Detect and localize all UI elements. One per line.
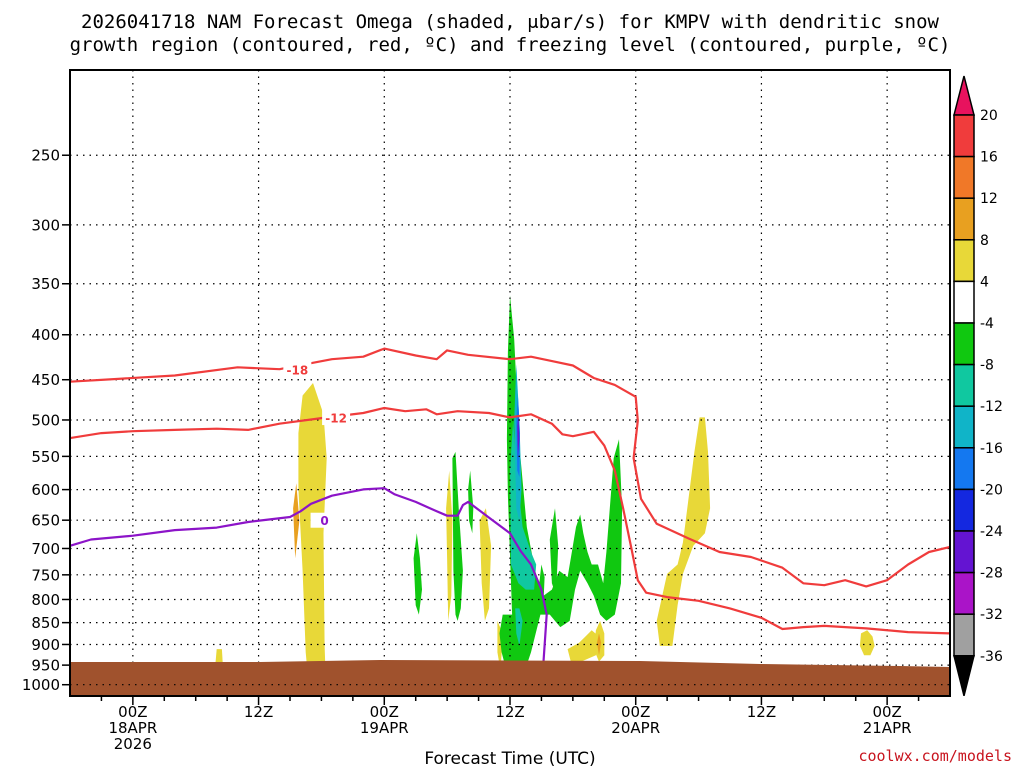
colorbar-label: 12 [980, 191, 998, 207]
colorbar-label: -24 [980, 524, 1003, 540]
y-tick-label-550: 550 [31, 448, 60, 466]
omega-region-19 [515, 608, 523, 646]
x-tick-label-line1: 00Z [370, 703, 399, 721]
x-tick-label-line1: 00Z [872, 703, 901, 721]
y-tick-label-450: 450 [31, 371, 60, 389]
colorbar-swatch [953, 613, 975, 657]
omega-region-17 [549, 508, 559, 596]
x-tick-label-line1: 00Z [621, 703, 650, 721]
colorbar-label: -4 [980, 316, 994, 332]
colorbar-swatch [953, 155, 975, 199]
colorbar-label: 8 [980, 233, 989, 249]
terrain-ground [70, 660, 950, 696]
colorbar-label: 4 [980, 274, 989, 290]
y-tick-label-400: 400 [31, 326, 60, 344]
y-tick-label-900: 900 [31, 636, 60, 654]
y-tick-label-800: 800 [31, 591, 60, 609]
contour-label-2: 0 [320, 514, 328, 528]
colorbar-swatch [953, 239, 975, 283]
contour-line-0 [70, 347, 950, 588]
colorbar-label: 16 [980, 150, 998, 166]
contour-label-bg [322, 410, 351, 426]
credit-text: coolwx.com/models [858, 747, 1012, 765]
ground-terrain-fill [70, 660, 950, 696]
y-tick-label-350: 350 [31, 275, 60, 293]
omega-region-1 [293, 483, 300, 559]
contour-label-1: -12 [325, 412, 347, 426]
colorbar-swatch [953, 530, 975, 574]
colorbar-top-arrow [953, 75, 975, 116]
chart-title-line-1: 2026041718 NAM Forecast Omega (shaded, μ… [81, 11, 939, 33]
omega-region-14 [468, 470, 474, 534]
colorbar: 20 16 12 8 4 -4 -8 -12 -16 -20 -24 -28 -32 -36 [953, 75, 1003, 696]
omega-region-16 [539, 564, 545, 603]
y-tick-label-600: 600 [31, 481, 60, 499]
omega-region-0 [298, 383, 327, 696]
omega-region-18 [510, 420, 537, 590]
y-tick-label-650: 650 [31, 512, 60, 530]
y-tick-label-750: 750 [31, 566, 60, 584]
y-tick-label-700: 700 [31, 540, 60, 558]
x-tick-label-line2: 21APR [863, 719, 912, 737]
omega-region-3 [479, 508, 492, 621]
colorbar-label: -28 [980, 566, 1003, 582]
x-tick-label-line2: 20APR [611, 719, 660, 737]
colorbar-swatch [953, 571, 975, 615]
x-tick-label-line1: 00Z [118, 703, 147, 721]
colorbar-swatch [953, 363, 975, 407]
plot-area: -18 -12 0 [69, 69, 951, 705]
colorbar-label: -12 [980, 399, 1003, 415]
y-tick-label-250: 250 [31, 147, 60, 165]
contour-label-bg [283, 361, 312, 377]
omega-region-11 [859, 630, 875, 656]
y-tick-label-1000: 1000 [22, 676, 60, 694]
y-axis-pressure: 250 300 350 400 450 500 550 600 650 700 750 800 850 9… [22, 147, 70, 694]
grid-lines [70, 70, 950, 696]
contour-label-bg [310, 512, 339, 528]
x-tick-label-line1: 12Z [495, 703, 524, 721]
colorbar-label: -36 [980, 649, 1003, 665]
colorbar-label: -16 [980, 441, 1003, 457]
colorbar-swatch [953, 447, 975, 491]
colorbar-label: -8 [980, 358, 994, 374]
contour-line-3 [809, 702, 861, 705]
omega-region-12 [413, 533, 422, 615]
contour-line-1 [70, 406, 950, 635]
x-tick-label-line1: 12Z [747, 703, 776, 721]
omega-region-10 [656, 417, 711, 646]
x-axis-title: Forecast Time (UTC) [424, 749, 595, 768]
x-tick-label-line2: 19APR [360, 719, 409, 737]
y-tick-label-850: 850 [31, 614, 60, 632]
chart-title-line-2: growth region (contoured, red, ºC) and f… [70, 34, 951, 56]
colorbar-swatch [953, 114, 975, 158]
colorbar-label: -32 [980, 607, 1003, 623]
colorbar-swatch [953, 280, 975, 324]
y-tick-label-950: 950 [31, 657, 60, 675]
colorbar-label: -20 [980, 482, 1003, 498]
omega-region-9 [597, 633, 602, 656]
y-tick-label-500: 500 [31, 411, 60, 429]
colorbar-swatch [953, 488, 975, 532]
omega-region-2 [446, 470, 453, 621]
colorbar-swatch [953, 322, 975, 366]
y-tick-label-300: 300 [31, 216, 60, 234]
omega-region-13 [452, 451, 463, 621]
contour-label-0: -18 [286, 363, 308, 377]
colorbar-swatch [953, 197, 975, 241]
x-tick-label-line1: 12Z [244, 703, 273, 721]
colorbar-label: 20 [980, 108, 998, 124]
colorbar-bottom-arrow [953, 655, 975, 696]
omega-region-7 [567, 630, 599, 662]
contour-lines: -18 -12 0 [70, 347, 950, 705]
x-tick-label-line3: 2026 [114, 735, 152, 753]
omega-region-22 [517, 414, 520, 459]
colorbar-swatch [953, 405, 975, 449]
x-tick-label-line2: 18APR [108, 719, 157, 737]
